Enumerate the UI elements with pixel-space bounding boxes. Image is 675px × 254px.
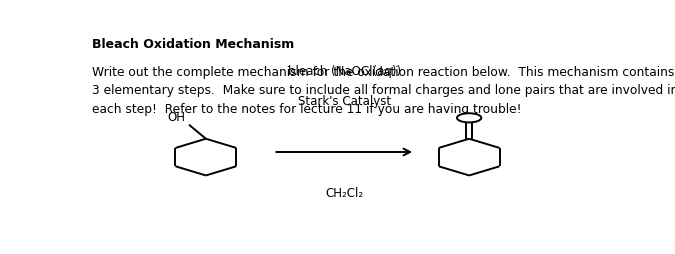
- Text: CH₂Cl₂: CH₂Cl₂: [325, 187, 363, 199]
- Text: bleach (NaOCl(aq)): bleach (NaOCl(aq)): [288, 65, 401, 77]
- Text: Bleach Oxidation Mechanism: Bleach Oxidation Mechanism: [92, 38, 294, 51]
- Text: Write out the complete mechanism for the oxidation reaction below.  This mechani: Write out the complete mechanism for the…: [92, 66, 675, 116]
- Text: OH: OH: [167, 111, 186, 124]
- Text: Stark's Catalyst: Stark's Catalyst: [298, 95, 391, 108]
